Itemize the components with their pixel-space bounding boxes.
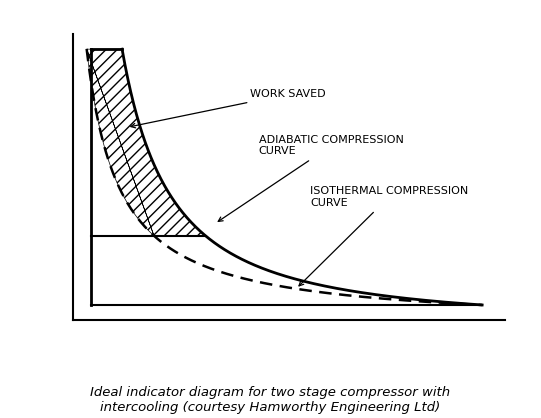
Text: WORK SAVED: WORK SAVED	[131, 89, 325, 128]
Text: ADIABATIC COMPRESSION
CURVE: ADIABATIC COMPRESSION CURVE	[218, 135, 404, 222]
Text: ISOTHERMAL COMPRESSION
CURVE: ISOTHERMAL COMPRESSION CURVE	[299, 186, 469, 286]
Text: Ideal indicator diagram for two stage compressor with
intercooling (courtesy Ham: Ideal indicator diagram for two stage co…	[90, 386, 451, 414]
